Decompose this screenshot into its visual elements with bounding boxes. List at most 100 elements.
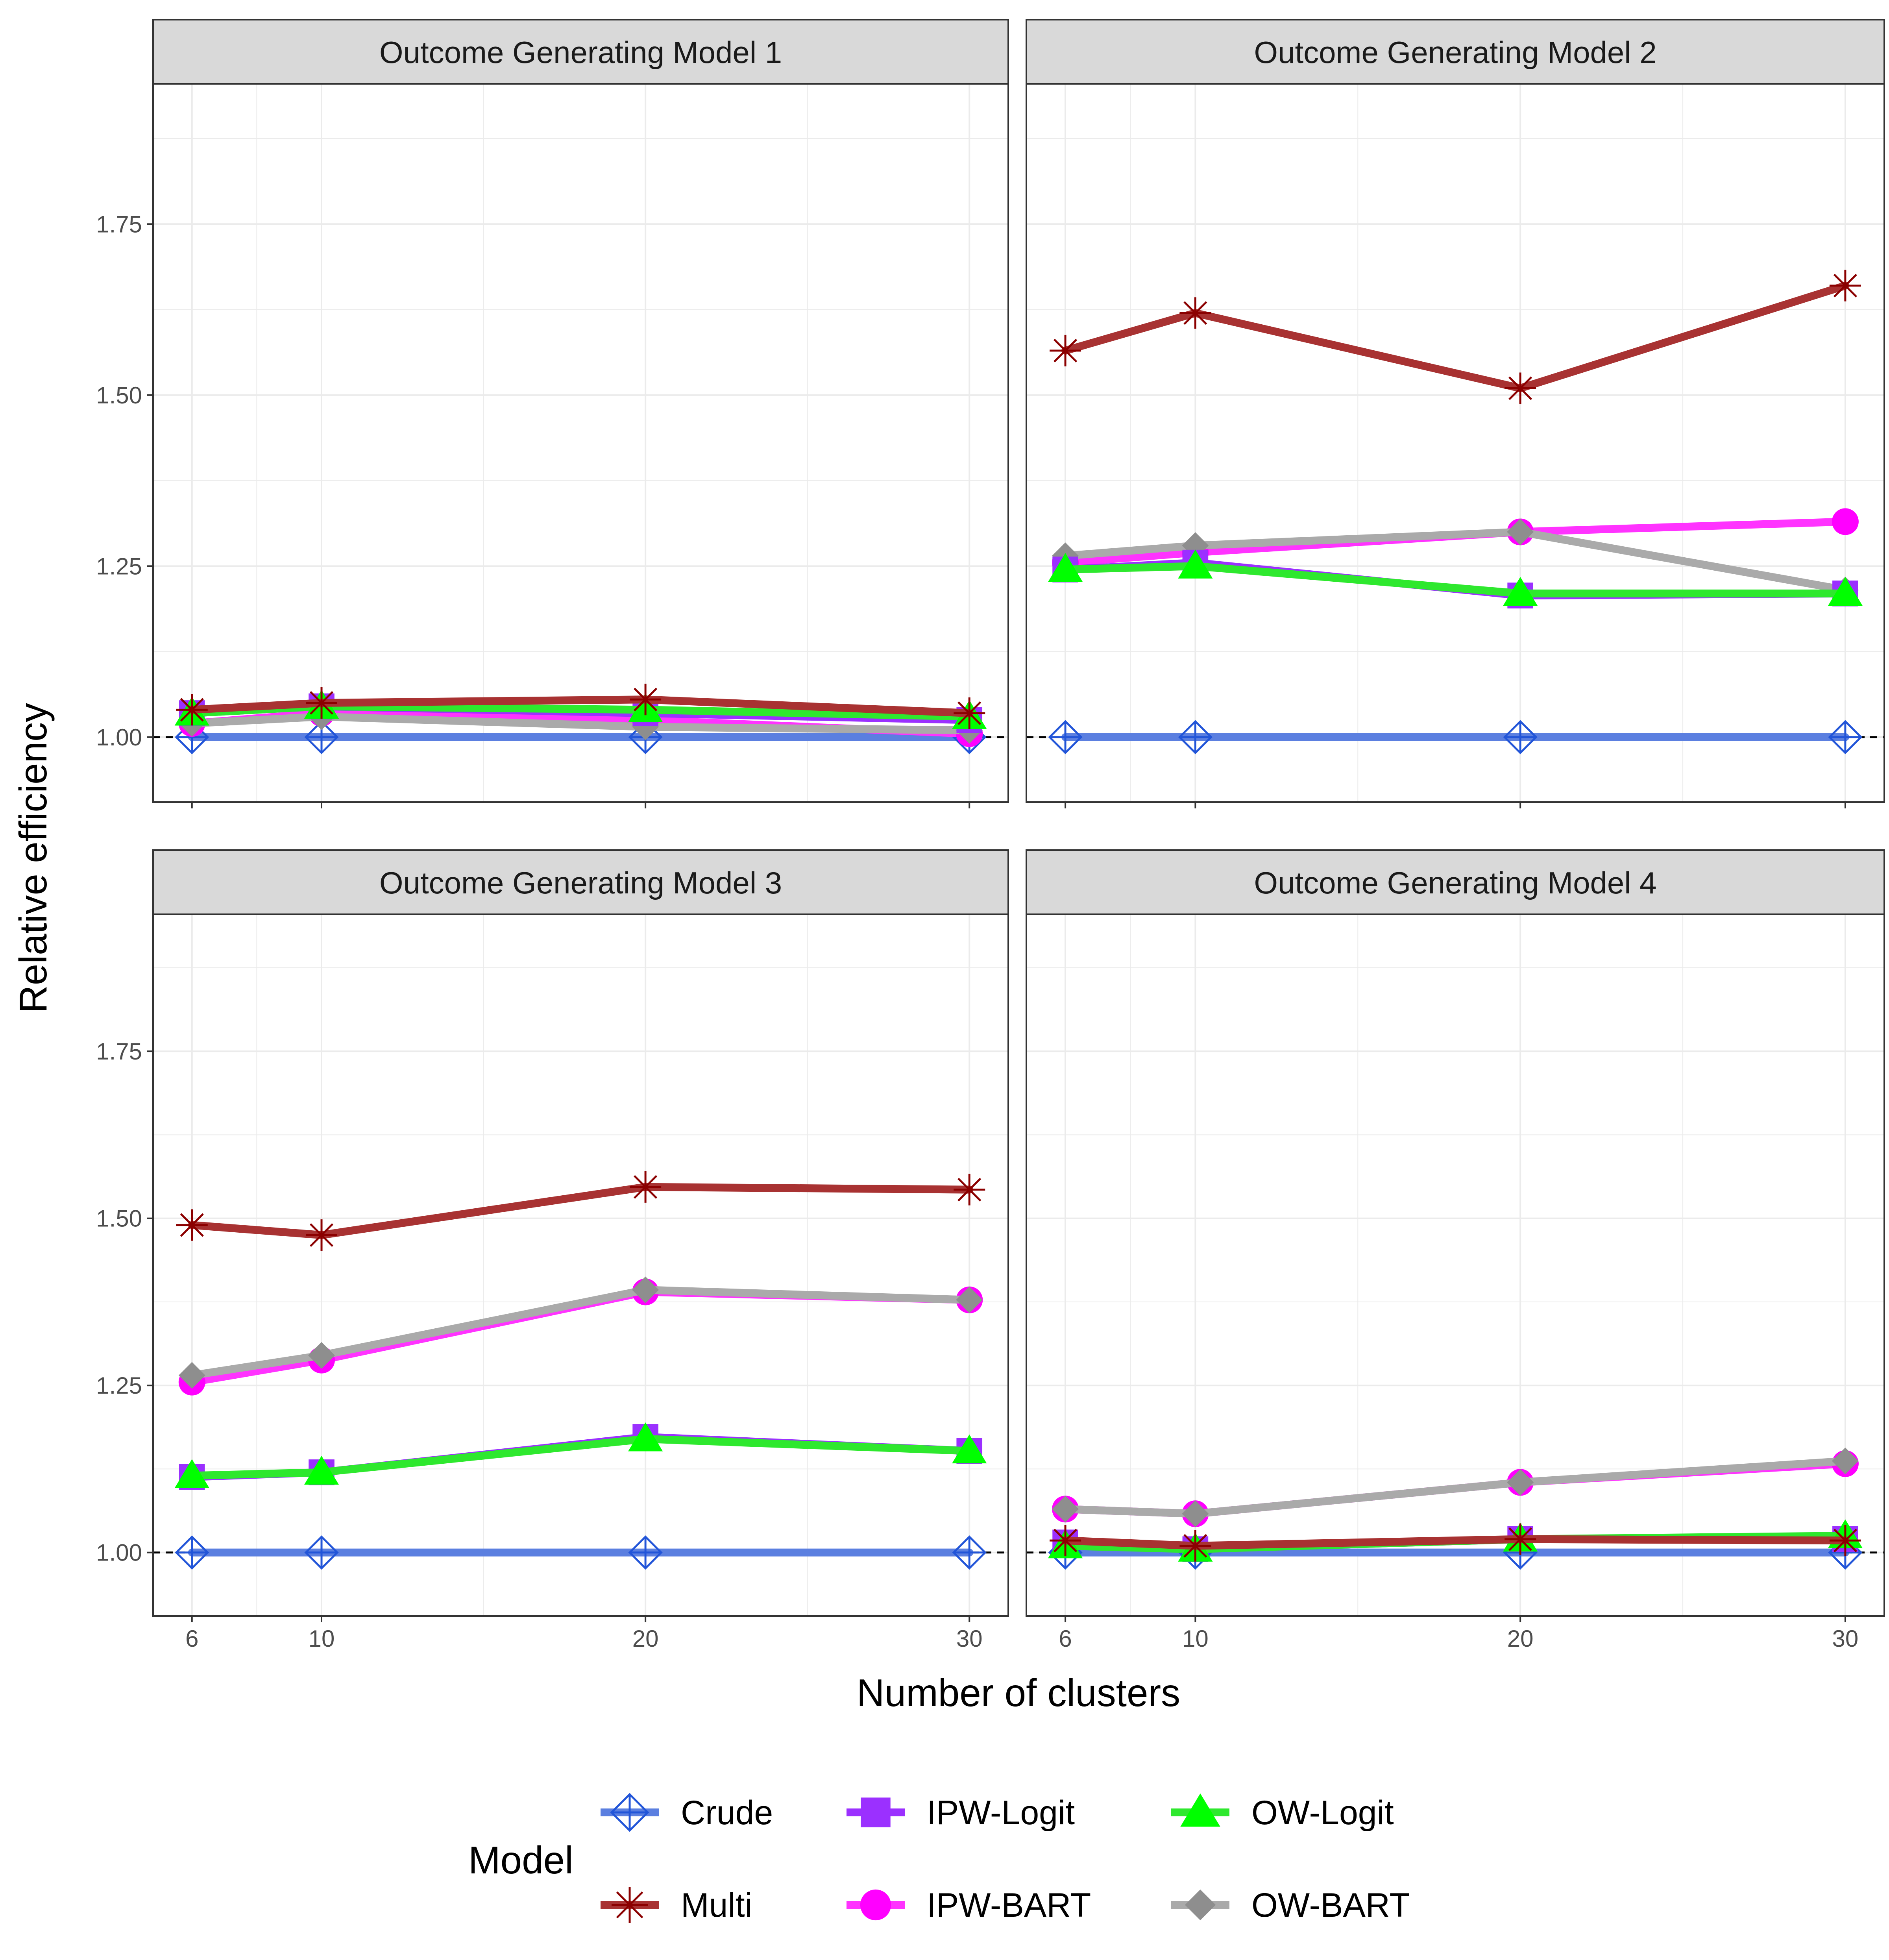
legend-key-ow-logit-marker [1180, 1793, 1220, 1827]
panel-4-series-ow-bart-point [1182, 1500, 1209, 1527]
panel-3-series-crude-point [952, 1535, 987, 1570]
panel-4-series-multi-point [1179, 1530, 1211, 1562]
panel-1-y-tick-label: 1.75 [96, 211, 142, 237]
panel-3-series-multi-line [188, 1183, 974, 1239]
panel-3-y-tick-label: 1.75 [96, 1038, 142, 1065]
legend-item-multi: Multi [601, 1886, 752, 1924]
panel-2-series-ow-logit-point [1828, 577, 1863, 606]
legend-title: Model [468, 1838, 573, 1882]
panel-2-border [1026, 83, 1885, 803]
panel-2-series-multi-point [1179, 297, 1211, 329]
panel-3-series-crude-point [304, 1535, 339, 1570]
panel-2-series-multi-point [1505, 372, 1536, 404]
panel-3-plot-area [153, 914, 1008, 1616]
panel-3-series-crude-point [628, 1535, 663, 1570]
x-axis-title: Number of clusters [857, 1671, 1180, 1714]
panel-3-series-ow-bart-line [188, 1286, 974, 1379]
panel-2-strip [1026, 19, 1885, 85]
panel-1-series-multi-line [188, 695, 974, 717]
panel-3-series-ow-bart-point [632, 1276, 659, 1304]
panel-2-title: Outcome Generating Model 2 [1254, 35, 1656, 70]
legend-key-crude-marker [610, 1793, 649, 1832]
panel-3-series-multi-point [954, 1174, 985, 1206]
panel-3-series-ow-logit-point [174, 1459, 209, 1488]
panel-4-x-tick-label: 30 [1832, 1625, 1859, 1652]
panel-1-series-multi-point [176, 694, 208, 726]
legend-label-ipw-bart: IPW-BART [927, 1886, 1091, 1924]
panel-3-series-ow-bart-point [956, 1286, 983, 1313]
legend-item-ipw-logit: IPW-Logit [847, 1794, 1075, 1832]
panel-4-plot-area [1026, 914, 1884, 1616]
panel-2-plot-area [1026, 84, 1884, 802]
panel-1-series-multi-point [954, 697, 985, 729]
panel-1: Outcome Generating Model 1 1.00 1.25 1.50 1… [96, 19, 1009, 808]
panel-4-series-ow-bart-point [1832, 1448, 1859, 1475]
panel-2-series-ow-logit-line [1061, 562, 1849, 597]
panel-1-series-multi-point [630, 684, 662, 716]
legend-label-crude: Crude [681, 1794, 773, 1832]
legend-label-ow-bart: OW-BART [1251, 1886, 1410, 1924]
panel-2-series-ow-logit-point [1048, 553, 1083, 582]
legend-key-ow-bart-marker [1185, 1889, 1216, 1921]
panel-4-border [1026, 913, 1885, 1617]
panel-2: Outcome Generating Model 2 [1026, 19, 1885, 808]
panel-4-x-tick-label: 10 [1182, 1625, 1209, 1652]
legend: Model Crude IPW-Logit OW-Logit Multi IPW-BAR… [468, 1793, 1410, 1924]
panel-2-series-crude-point [1828, 720, 1863, 754]
panel-3-series-multi-point [306, 1219, 338, 1251]
panel-4-series-ow-bart-point [1507, 1469, 1534, 1496]
panel-3-series-ow-logit-point [628, 1422, 663, 1452]
panel-4-strip [1026, 849, 1885, 915]
panel-1-plot-area [153, 84, 1008, 802]
legend-label-multi: Multi [681, 1886, 752, 1924]
panel-1-border [152, 83, 1009, 803]
legend-label-ipw-logit: IPW-Logit [927, 1794, 1075, 1832]
panel-1-y-tick-label: 1.50 [96, 382, 142, 409]
panel-3-x-tick-label: 10 [309, 1625, 335, 1652]
legend-label-ow-logit: OW-Logit [1251, 1794, 1394, 1832]
panel-1-strip [152, 19, 1009, 85]
legend-item-crude: Crude [601, 1793, 773, 1832]
panel-4-x-tick-label: 20 [1507, 1625, 1534, 1652]
panel-2-series-crude-point [1178, 720, 1213, 754]
panel-2-series-multi-line [1061, 281, 1849, 392]
panel-4-series-ow-bart-point [1052, 1496, 1079, 1523]
panel-3-series-crude-point [175, 1535, 209, 1570]
panel-2-series-multi-point [1829, 270, 1861, 301]
panel-2-series-ow-bart-line [1061, 528, 1849, 594]
panel-3-series-ow-logit-point [304, 1455, 339, 1485]
panel-3-title: Outcome Generating Model 3 [379, 865, 782, 900]
panel-2-series-ow-logit-point [1178, 549, 1213, 579]
legend-key-ipw-bart-marker [860, 1889, 891, 1921]
panel-2-series-ow-logit-point [1503, 577, 1538, 606]
panel-3-x-tick-label: 20 [632, 1625, 659, 1652]
panel-1-series-multi-point [306, 687, 338, 719]
panel-4-title: Outcome Generating Model 4 [1254, 865, 1656, 900]
panel-3-series-ow-logit-point [952, 1434, 987, 1464]
panel-3-y-tick-label: 1.00 [96, 1540, 142, 1566]
panel-1-y-tick-label: 1.25 [96, 553, 142, 579]
panel-4-x-tick-label: 6 [1059, 1625, 1072, 1652]
panel-1-series-ow-bart-line [188, 712, 974, 734]
legend-item-ow-bart: OW-BART [1171, 1886, 1410, 1924]
legend-item-ipw-bart: IPW-BART [847, 1886, 1091, 1924]
panel-2-series-ow-bart-point [1507, 518, 1534, 545]
panel-4-series-ow-bart-line [1061, 1457, 1849, 1518]
panel-4-series-multi-line [1061, 1535, 1849, 1550]
panel-3-strip [152, 849, 1009, 915]
panel-3-series-ow-bart-point [178, 1362, 205, 1389]
panel-4: Outcome Generating Model 4 6 10 20 30 [1026, 849, 1885, 1652]
panel-3-x-tick-label: 30 [956, 1625, 983, 1652]
y-axis-title: Relative efficiency [11, 703, 55, 1013]
panel-4-series-multi-point [1050, 1525, 1081, 1557]
panel-4-series-multi-point [1505, 1523, 1536, 1555]
panel-3: Outcome Generating Model 3 1.00 1.25 1.50 1… [96, 849, 1009, 1652]
panel-2-series-multi-point [1050, 335, 1081, 366]
panel-2-series-ipw-bart-point [1832, 508, 1859, 535]
panel-2-series-crude-point [1503, 720, 1538, 754]
panel-2-series-crude-point [1048, 720, 1083, 754]
panel-3-series-ow-bart-point [308, 1342, 335, 1369]
panel-4-series-multi-point [1829, 1525, 1861, 1557]
panel-3-y-tick-label: 1.25 [96, 1372, 142, 1399]
